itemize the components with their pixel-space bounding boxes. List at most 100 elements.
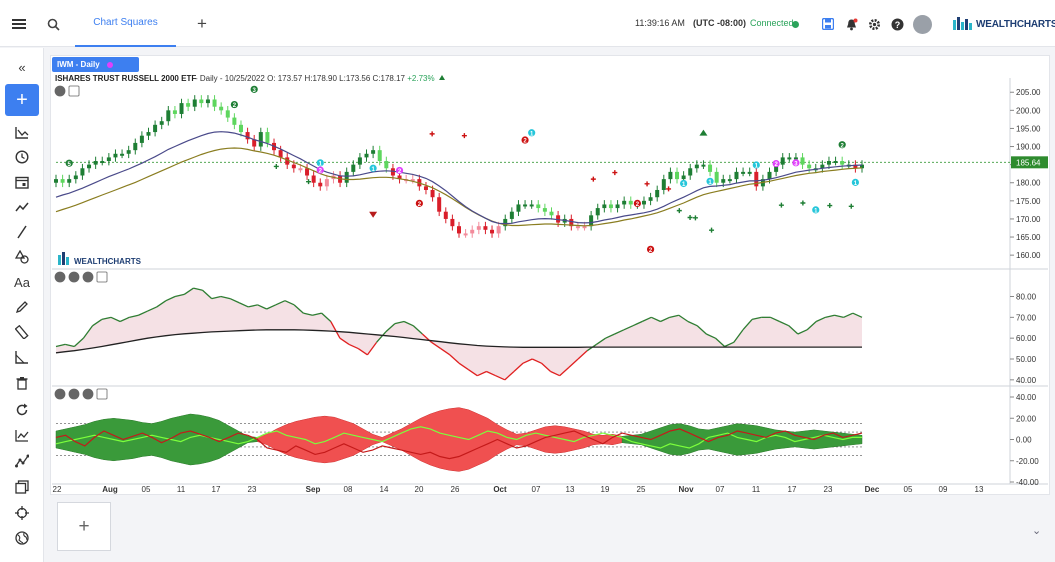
y-tick-label: 180.00	[1016, 179, 1041, 188]
watermark-logo-icon	[58, 255, 61, 265]
watermark-logo-icon	[62, 252, 65, 265]
price-candle	[833, 161, 838, 164]
price-candle	[397, 175, 402, 180]
price-candle	[357, 157, 362, 165]
text-tool-icon[interactable]: Aa	[14, 274, 30, 290]
chart-subtitle-row: - Daily - 10/25/2022 O: 173.57 H:178.90 …	[195, 74, 435, 83]
oscillator-line	[293, 304, 304, 314]
panel-control-icon[interactable]	[82, 271, 94, 283]
signal-marker-label: 1	[682, 182, 686, 188]
crosshair-icon[interactable]	[12, 504, 32, 522]
globe-icon[interactable]	[12, 529, 32, 547]
x-tick-label: Nov	[678, 485, 694, 494]
oscillator-line	[678, 314, 689, 323]
indicator-icon[interactable]	[12, 123, 32, 141]
y-tick-label: 70.00	[1016, 313, 1037, 322]
oscillator-line	[770, 316, 780, 323]
trash-icon[interactable]	[12, 374, 32, 392]
oscillator-line	[321, 312, 332, 322]
hamburger-menu-icon[interactable]	[9, 14, 29, 34]
x-tick-label: 07	[716, 485, 725, 494]
oscillator-line	[266, 304, 277, 310]
x-tick-label: 20	[415, 485, 424, 494]
x-tick-label: Dec	[865, 485, 880, 494]
panel-add-icon[interactable]	[96, 388, 108, 400]
oscillator-line	[129, 314, 139, 318]
watermark-logo-icon	[66, 257, 69, 265]
pencil-icon[interactable]	[12, 298, 32, 316]
series-color-dot-icon[interactable]	[107, 62, 113, 68]
add-tab-icon[interactable]: +	[197, 14, 207, 33]
price-candle	[668, 171, 673, 180]
oscillator-line	[605, 333, 615, 339]
price-candle	[747, 171, 752, 174]
clock-icon[interactable]	[12, 148, 32, 166]
oscillator-line	[632, 320, 643, 327]
trend-icon[interactable]	[12, 198, 32, 216]
panel-control-icon[interactable]	[68, 271, 80, 283]
tab-chart-squares[interactable]: Chart Squares	[75, 0, 176, 47]
chart-header: ISHARES TRUST RUSSELL 2000 ETF - Daily -…	[55, 74, 445, 83]
save-icon[interactable]	[818, 14, 838, 34]
signal-marker-label: 2	[636, 202, 640, 208]
price-candle	[252, 139, 257, 147]
price-candle	[245, 132, 250, 140]
avatar[interactable]	[913, 15, 932, 34]
connection-status: Connected	[750, 18, 794, 28]
svg-text:?: ?	[894, 20, 900, 30]
y-tick-label: 60.00	[1016, 334, 1037, 343]
panel-control-icon[interactable]	[54, 388, 66, 400]
oscillator-line	[568, 358, 579, 368]
oscillator-line	[651, 316, 661, 323]
add-drawing-button[interactable]: +	[5, 84, 39, 116]
shapes-icon[interactable]	[12, 248, 32, 266]
refresh-icon[interactable]	[12, 401, 32, 419]
plus-marker	[666, 186, 672, 192]
price-candle	[364, 153, 369, 158]
line-tool-icon[interactable]	[12, 223, 32, 241]
price-candle	[793, 157, 798, 160]
layers-icon[interactable]	[12, 478, 32, 496]
oscillator-line	[248, 304, 258, 308]
price-candle	[450, 218, 455, 227]
price-candle	[324, 179, 329, 187]
oscillator-line	[147, 306, 158, 312]
ruler-icon[interactable]	[12, 323, 32, 341]
panel-add-icon[interactable]	[68, 85, 80, 97]
help-icon[interactable]: ?	[887, 14, 907, 34]
panel-control-icon[interactable]	[54, 85, 66, 97]
oscillator-line	[211, 295, 222, 300]
chart-symbol-chip[interactable]: IWM - Daily	[52, 57, 139, 72]
panel-control-icon[interactable]	[68, 388, 80, 400]
oscillator-panel[interactable]: 80.00 70.00 60.00 50.00 40.00	[52, 287, 1048, 387]
price-candle	[483, 226, 488, 230]
add-panel-button[interactable]: +	[57, 502, 111, 551]
panel-add-icon[interactable]	[96, 271, 108, 283]
collapse-sidebar-icon[interactable]: «	[18, 59, 26, 75]
bell-icon[interactable]	[841, 14, 861, 34]
panel-control-icon[interactable]	[82, 388, 94, 400]
signal-marker	[752, 161, 760, 169]
y-tick-label: 80.00	[1016, 293, 1037, 302]
search-icon[interactable]	[43, 14, 63, 34]
signal-marker-label: 1	[319, 161, 323, 167]
panel-control-icon[interactable]	[54, 271, 66, 283]
pattern-icon[interactable]	[12, 452, 32, 470]
price-candle	[615, 204, 620, 209]
gear-icon[interactable]	[864, 14, 884, 34]
expand-bottom-icon[interactable]: ⌄	[1032, 525, 1042, 537]
histogram-panel[interactable]: 40.00 20.00 0.00 -20.00 -40.00	[52, 393, 1048, 487]
plus-marker	[306, 179, 312, 185]
line-chart-icon[interactable]	[12, 426, 32, 444]
plus-marker	[461, 133, 467, 139]
measure-icon[interactable]	[12, 348, 32, 366]
price-candle	[569, 218, 574, 227]
oscillator-line	[540, 362, 552, 372]
price-panel[interactable]: 205.00200.00195.00190.00185.00180.00175.…	[52, 78, 1048, 484]
oscillator-line	[669, 314, 679, 318]
signal-marker	[706, 177, 714, 185]
calendar-icon[interactable]	[12, 173, 32, 191]
oscillator-line	[495, 375, 506, 381]
timezone[interactable]: (UTC -08:00)	[693, 18, 747, 28]
